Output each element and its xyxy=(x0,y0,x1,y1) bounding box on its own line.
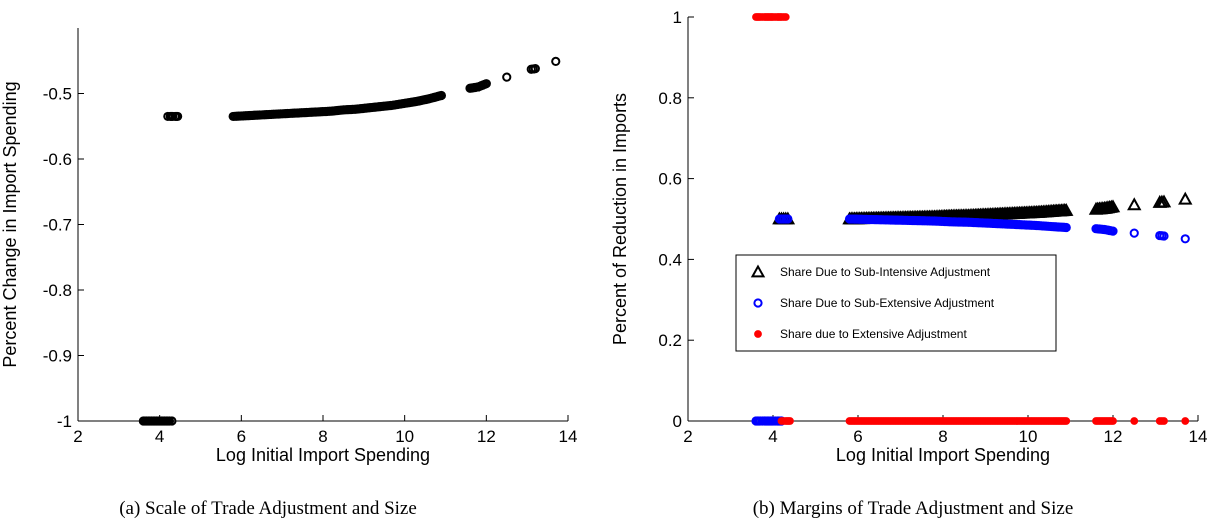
chartB-data-point xyxy=(1104,199,1119,213)
caption-a: (a) Scale of Trade Adjustment and Size xyxy=(119,498,417,519)
chartB-data-point xyxy=(1127,197,1142,211)
chartB-y-tick-label: 0.4 xyxy=(658,250,682,269)
chartA-data-point xyxy=(502,72,512,82)
chartA-data-point xyxy=(551,56,561,67)
chartB-series-2 xyxy=(752,13,1190,425)
chartA-y-tick-label: -0.5 xyxy=(43,85,72,104)
chart-a-marks xyxy=(138,56,561,426)
chartB-y-tick-label: 0.2 xyxy=(658,331,682,350)
chartB-x-tick-label: 2 xyxy=(683,427,692,446)
chart-a-x-axis-label: Log Initial Import Spending xyxy=(216,445,430,465)
chartB-x-tick-label: 14 xyxy=(1189,427,1208,446)
chartB-x-tick-label: 10 xyxy=(1019,427,1038,446)
chartB-x-tick-label: 4 xyxy=(768,427,777,446)
chartA-data-point xyxy=(159,416,170,426)
legend-marker-1 xyxy=(753,298,763,308)
chartA-y-tick-label: -0.8 xyxy=(43,281,72,300)
chartA-y-tick-label: -0.9 xyxy=(43,347,72,366)
chartA-series-0 xyxy=(138,56,561,426)
legend-label-2: Share due to Extensive Adjustment xyxy=(780,327,967,341)
chartA-x-tick-label: 12 xyxy=(477,427,496,446)
chart-b-y-axis-label: Percent of Reduction in Imports xyxy=(610,93,630,345)
chartB-x-tick-label: 6 xyxy=(853,427,862,446)
chart-a-y-axis-label: Percent Change in Import Spending xyxy=(0,81,20,367)
legend-label-0: Share Due to Sub-Intensive Adjustment xyxy=(780,265,991,279)
chartB-data-point xyxy=(1060,417,1069,425)
chartB-data-point xyxy=(1178,191,1193,205)
chartB-data-point xyxy=(776,214,787,224)
chartA-data-point xyxy=(528,64,538,74)
chartB-data-point xyxy=(1129,228,1139,238)
chartA-data-point xyxy=(171,111,182,122)
chart-a: 2 4 6 8 10 12 14 -1 -0.9 -0.8 -0.7 -0.6 -0.5 Log Ini… xyxy=(0,28,577,465)
chartA-x-tick-label: 8 xyxy=(318,427,327,446)
chart-b-legend: Share Due to Sub-Intensive Adjustment Sha… xyxy=(735,254,1057,352)
chartB-y-tick-label: 0.8 xyxy=(658,89,682,108)
legend-box xyxy=(735,254,1057,352)
chartB-y-tick-label: 0 xyxy=(673,412,682,431)
chart-b-marks xyxy=(751,13,1193,426)
chartB-data-point xyxy=(1057,203,1072,217)
chartA-data-point xyxy=(435,91,445,101)
chartB-data-point xyxy=(1181,417,1190,425)
chartB-data-point xyxy=(784,417,793,425)
caption-b: (b) Margins of Trade Adjustment and Size xyxy=(753,498,1074,519)
chartA-x-tick-label: 2 xyxy=(73,427,82,446)
chartB-x-tick-label: 8 xyxy=(938,427,947,446)
chart-b-axes: 2 4 6 8 10 12 14 0 0.2 0.4 0.6 0.8 1 xyxy=(658,8,1207,446)
chartB-y-tick-label: 0.6 xyxy=(658,170,682,189)
chartA-y-tick-label: -1 xyxy=(57,412,72,431)
chartA-y-tick-label: -0.7 xyxy=(43,216,72,235)
chartB-data-point xyxy=(1130,417,1139,425)
chartB-data-point xyxy=(779,13,788,21)
chartB-data-point xyxy=(781,214,791,224)
chartA-x-tick-label: 10 xyxy=(395,427,414,446)
chartA-x-tick-label: 14 xyxy=(559,427,578,446)
legend-label-1: Share Due to Sub-Extensive Adjustment xyxy=(780,296,995,310)
legend-marker-0 xyxy=(750,264,766,278)
chartA-y-tick-label: -0.6 xyxy=(43,150,72,169)
chartA-x-tick-label: 4 xyxy=(155,427,164,446)
chartA-data-point xyxy=(480,79,490,89)
chartB-data-point xyxy=(1157,417,1166,425)
chart-b-x-axis-label: Log Initial Import Spending xyxy=(836,445,1050,465)
chart-a-axes: 2 4 6 8 10 12 14 -1 -0.9 -0.8 -0.7 -0.6 -0.5 xyxy=(43,28,578,446)
chartA-data-point xyxy=(166,111,177,122)
chartA-x-tick-label: 6 xyxy=(237,427,246,446)
chartB-data-point xyxy=(1106,226,1116,236)
chartB-data-point xyxy=(1154,194,1170,208)
chartB-data-point xyxy=(1157,231,1167,241)
chartA-data-point xyxy=(163,416,173,426)
chartB-x-tick-label: 12 xyxy=(1104,427,1123,446)
chartB-data-point xyxy=(1107,417,1116,425)
chartB-y-tick-label: 1 xyxy=(673,8,682,27)
chartB-data-point xyxy=(1060,222,1070,232)
chart-b: 2 4 6 8 10 12 14 0 0.2 0.4 0.6 0.8 1 Log Initial Imp… xyxy=(610,8,1207,465)
legend-items: Share Due to Sub-Intensive Adjustment Sha… xyxy=(750,264,995,341)
chartB-series-1 xyxy=(751,214,1190,426)
legend-marker-2 xyxy=(754,330,762,338)
chartB-data-point xyxy=(1180,234,1190,244)
